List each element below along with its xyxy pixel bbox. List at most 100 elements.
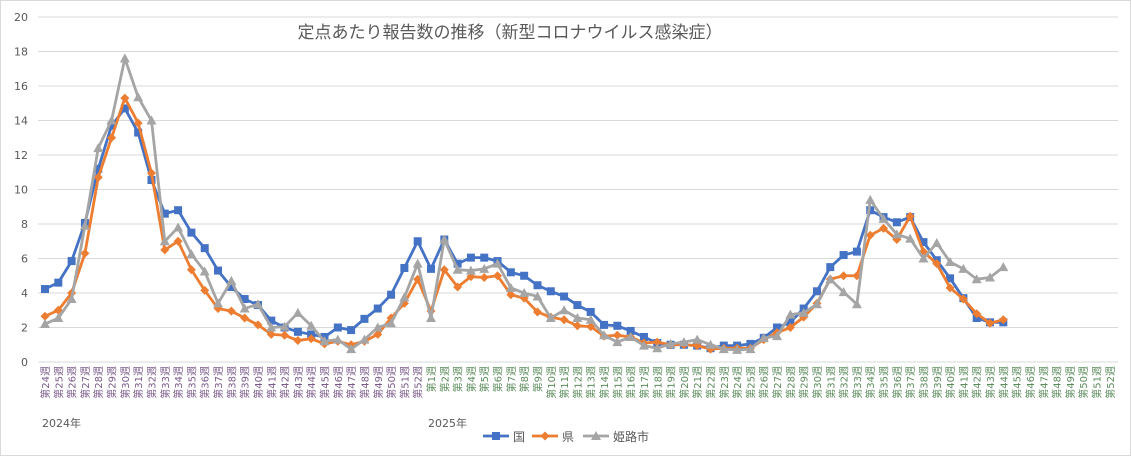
legend-marker <box>591 431 601 440</box>
data-point <box>133 92 144 102</box>
data-point <box>559 305 570 315</box>
data-point <box>399 292 410 302</box>
x-tick-label: 第8週 <box>518 366 531 392</box>
x-tick-label: 第47週 <box>1037 366 1050 399</box>
data-point <box>519 288 530 297</box>
x-tick-label: 第31週 <box>824 366 837 399</box>
data-point <box>905 233 916 243</box>
x-tick-label: 第42週 <box>279 366 292 399</box>
y-tick-label: 8 <box>21 218 28 231</box>
data-point <box>292 307 303 317</box>
x-tick-label: 第21週 <box>691 366 704 399</box>
data-point <box>851 299 862 309</box>
x-tick-label: 第29週 <box>798 366 811 399</box>
x-tick-label: 第20週 <box>678 366 691 399</box>
data-point <box>93 143 104 153</box>
data-point <box>946 274 955 283</box>
data-point <box>931 237 942 247</box>
data-point <box>107 133 117 143</box>
data-point <box>174 206 183 215</box>
x-tick-label: 第41週 <box>265 366 278 399</box>
x-tick-label: 第33週 <box>159 366 172 399</box>
data-point <box>692 334 703 344</box>
data-point <box>186 249 197 259</box>
x-tick-label: 第24週 <box>731 366 744 399</box>
y-tick-label: 20 <box>14 11 28 24</box>
data-point <box>173 236 183 246</box>
x-tick-label: 第43週 <box>984 366 997 399</box>
data-point <box>506 268 515 277</box>
x-tick-label: 第16週 <box>625 366 638 399</box>
data-point <box>506 290 516 300</box>
data-point <box>120 93 130 103</box>
data-point <box>266 322 277 332</box>
x-tick-label: 第44週 <box>305 366 318 399</box>
data-point <box>412 258 423 268</box>
y-tick-label: 10 <box>14 184 28 197</box>
data-point <box>586 307 595 316</box>
data-point <box>94 164 103 173</box>
data-point <box>200 244 209 253</box>
x-tick-label: 第13週 <box>585 366 598 399</box>
x-tick-label: 第46週 <box>1024 366 1037 399</box>
series-line <box>44 107 1004 350</box>
x-tick-label: 第48週 <box>358 366 371 399</box>
y-tick-label: 16 <box>14 80 28 93</box>
data-point <box>239 303 250 313</box>
data-point <box>279 321 290 331</box>
data-point <box>120 104 129 113</box>
data-point <box>479 272 489 282</box>
data-point <box>958 263 969 273</box>
x-tick-label: 第52週 <box>1104 366 1117 399</box>
x-tick-label: 第40週 <box>944 366 957 399</box>
data-point <box>200 285 210 295</box>
data-point <box>546 287 555 296</box>
data-point <box>879 223 889 233</box>
legend-label: 県 <box>562 430 574 444</box>
data-point <box>347 326 356 335</box>
data-point <box>79 220 90 230</box>
x-tick-label: 第27週 <box>79 366 92 399</box>
data-point <box>465 265 476 275</box>
data-point <box>626 326 635 335</box>
x-tick-label: 第45週 <box>319 366 332 399</box>
data-point <box>826 263 835 272</box>
data-point <box>945 256 956 266</box>
data-point <box>839 271 849 281</box>
data-point <box>306 320 317 330</box>
x-tick-label: 第11週 <box>558 366 571 399</box>
data-point <box>53 313 64 323</box>
x-tick-label: 第25週 <box>744 366 757 399</box>
series-2 <box>40 53 1009 354</box>
x-tick-label: 第49週 <box>1064 366 1077 399</box>
x-tick-label: 第1週 <box>425 366 438 392</box>
x-tick-label: 第50週 <box>385 366 398 399</box>
x-tick-label: 第38週 <box>917 366 930 399</box>
series-group <box>40 53 1009 354</box>
x-tick-label: 第5週 <box>478 366 491 392</box>
x-tick-label: 第44週 <box>997 366 1010 399</box>
data-point <box>227 282 236 291</box>
data-point <box>40 319 50 329</box>
data-point <box>572 313 583 323</box>
x-tick-label: 第30週 <box>119 366 132 399</box>
y-tick-label: 6 <box>21 253 28 266</box>
data-point <box>892 218 901 227</box>
data-point <box>559 315 569 325</box>
x-tick-label: 第12週 <box>571 366 584 399</box>
y-tick-label: 18 <box>14 46 28 59</box>
x-tick-label: 第36週 <box>891 366 904 399</box>
data-point <box>600 320 609 329</box>
x-tick-label: 第42週 <box>971 366 984 399</box>
x-tick-label: 第24週 <box>39 366 52 399</box>
data-point <box>785 323 795 332</box>
data-point <box>66 294 77 304</box>
data-point <box>878 213 889 223</box>
x-tick-label: 第35週 <box>878 366 891 399</box>
data-point <box>387 290 396 299</box>
data-point <box>918 253 929 263</box>
x-tick-label: 第46週 <box>332 366 345 399</box>
data-point <box>532 291 543 301</box>
data-point <box>638 340 649 350</box>
data-point <box>134 128 143 137</box>
